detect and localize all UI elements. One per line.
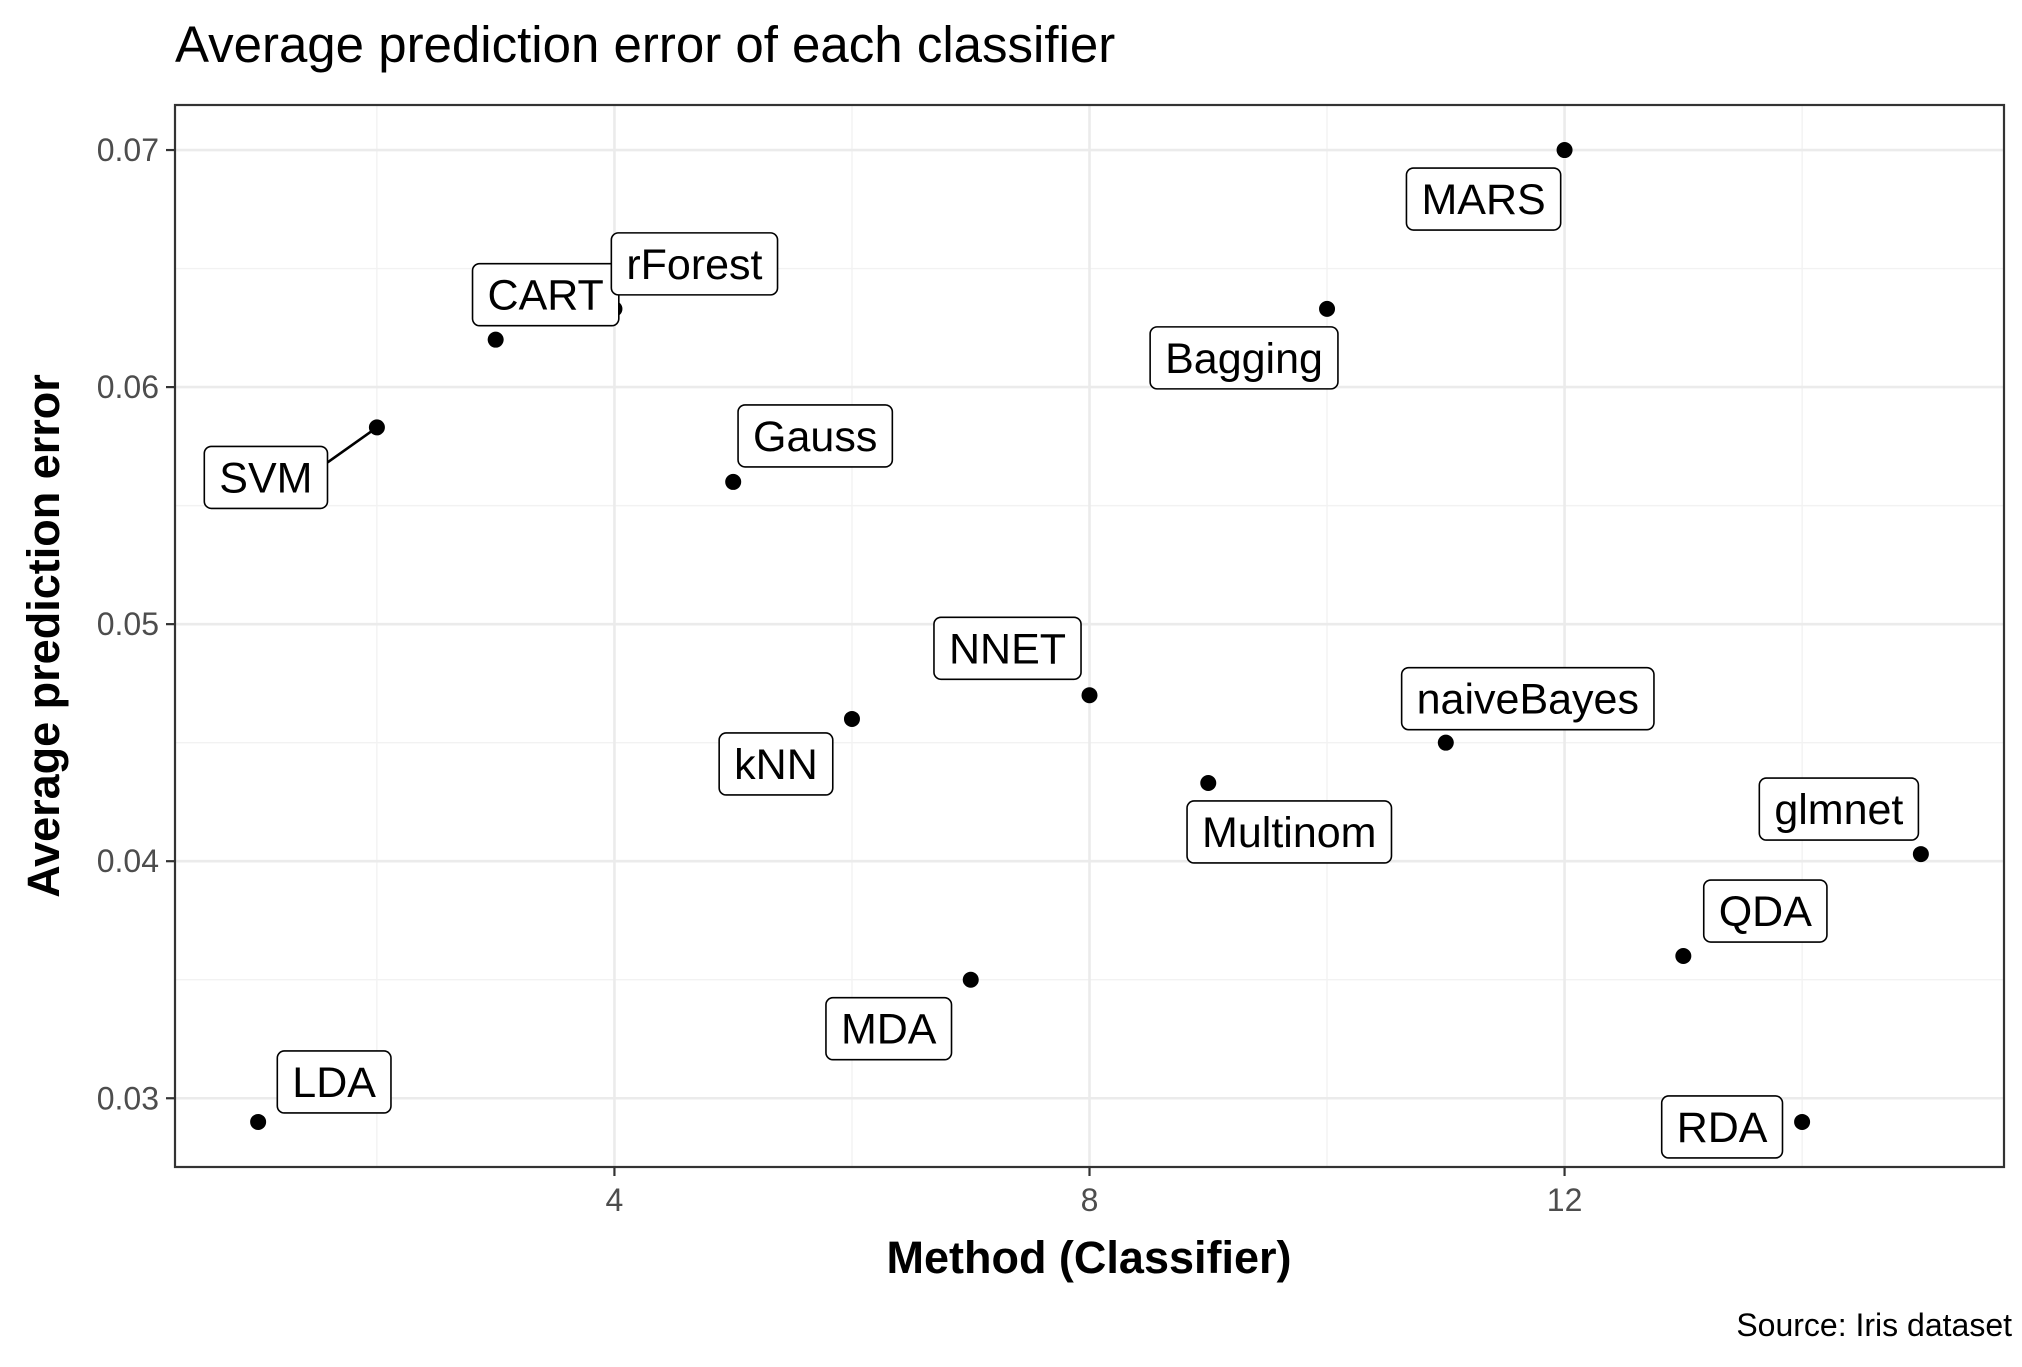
point-label: naiveBayes xyxy=(1400,666,1655,731)
point-label-text: Gauss xyxy=(753,413,877,461)
point-label-text: CART xyxy=(488,272,604,320)
point-label: MDA xyxy=(825,996,953,1061)
point-label: LDA xyxy=(276,1050,392,1114)
data-point xyxy=(1675,948,1692,965)
point-label: rForest xyxy=(610,232,779,296)
x-axis: 4 8 12 xyxy=(606,1167,1583,1218)
x-axis-title: Method (Classifier) xyxy=(886,1232,1291,1283)
label-leader-lines xyxy=(326,426,378,464)
chart-caption: Source: Iris dataset xyxy=(1736,1307,2012,1343)
label-box xyxy=(718,732,834,796)
label-leader-line xyxy=(326,426,378,464)
point-label-text: Multinom xyxy=(1202,809,1376,857)
point-label: kNN xyxy=(718,732,834,796)
data-point xyxy=(368,419,385,436)
point-label-text: MARS xyxy=(1421,176,1545,224)
point-label-text: LDA xyxy=(292,1059,376,1107)
data-point xyxy=(1081,687,1098,704)
point-label-text: QDA xyxy=(1719,888,1813,936)
data-point xyxy=(1437,734,1454,751)
point-label-text: glmnet xyxy=(1774,786,1903,834)
point-label: QDA xyxy=(1702,879,1828,943)
label-box xyxy=(1660,1095,1784,1159)
point-label-text: kNN xyxy=(734,741,818,789)
x-tick-label: 8 xyxy=(1081,1182,1099,1218)
data-point xyxy=(1794,1113,1811,1130)
label-box xyxy=(933,616,1082,681)
label-box xyxy=(276,1050,392,1114)
y-tick-label: 0.03 xyxy=(97,1080,159,1116)
y-tick-label: 0.04 xyxy=(97,843,159,879)
grid xyxy=(175,105,2004,1167)
y-tick-label: 0.06 xyxy=(97,369,159,405)
data-point xyxy=(843,710,860,727)
label-box xyxy=(203,445,329,510)
point-label: RDA xyxy=(1660,1095,1784,1159)
y-tick-label: 0.05 xyxy=(97,606,159,642)
point-label: NNET xyxy=(933,616,1082,681)
data-point xyxy=(725,473,742,490)
point-label-text: rForest xyxy=(626,241,762,289)
label-box xyxy=(1405,167,1562,231)
data-point xyxy=(962,971,979,988)
point-label-text: SVM xyxy=(219,454,312,502)
label-box xyxy=(1702,879,1828,943)
point-label: glmnet xyxy=(1758,777,1920,841)
point-label: MARS xyxy=(1405,167,1562,231)
point-label-text: RDA xyxy=(1677,1104,1768,1152)
data-point xyxy=(487,331,504,348)
y-axis-title: Average prediction error xyxy=(18,374,69,898)
data-point xyxy=(1556,142,1573,159)
label-box xyxy=(610,232,779,296)
point-label: SVM xyxy=(203,445,329,510)
y-tick-label: 0.07 xyxy=(97,132,159,168)
label-box xyxy=(737,404,894,468)
x-tick-label: 12 xyxy=(1547,1182,1583,1218)
label-box xyxy=(1149,326,1339,390)
chart-title: Average prediction error of each classif… xyxy=(175,16,1115,73)
point-label-text: MDA xyxy=(841,1006,937,1054)
label-box xyxy=(1186,800,1393,864)
point-label: Multinom xyxy=(1186,800,1393,864)
label-box xyxy=(1400,666,1655,731)
data-point xyxy=(250,1113,267,1130)
point-labels: LDA SVM CART rForest Gauss kNN MDA NNET Multinom… xyxy=(203,167,1920,1159)
point-label: CART xyxy=(471,262,620,327)
point-label-text: naiveBayes xyxy=(1417,676,1639,724)
data-point xyxy=(1912,846,1929,863)
label-box xyxy=(1758,777,1920,841)
x-tick-label: 4 xyxy=(606,1182,624,1218)
data-point xyxy=(1200,774,1217,791)
point-label: Gauss xyxy=(737,404,894,468)
data-point xyxy=(1319,300,1336,317)
point-label-text: Bagging xyxy=(1165,335,1323,383)
label-box xyxy=(825,996,953,1061)
y-axis: 0.03 0.04 0.05 0.06 0.07 xyxy=(97,132,175,1116)
point-label: Bagging xyxy=(1149,326,1339,390)
point-label-text: NNET xyxy=(949,625,1066,673)
